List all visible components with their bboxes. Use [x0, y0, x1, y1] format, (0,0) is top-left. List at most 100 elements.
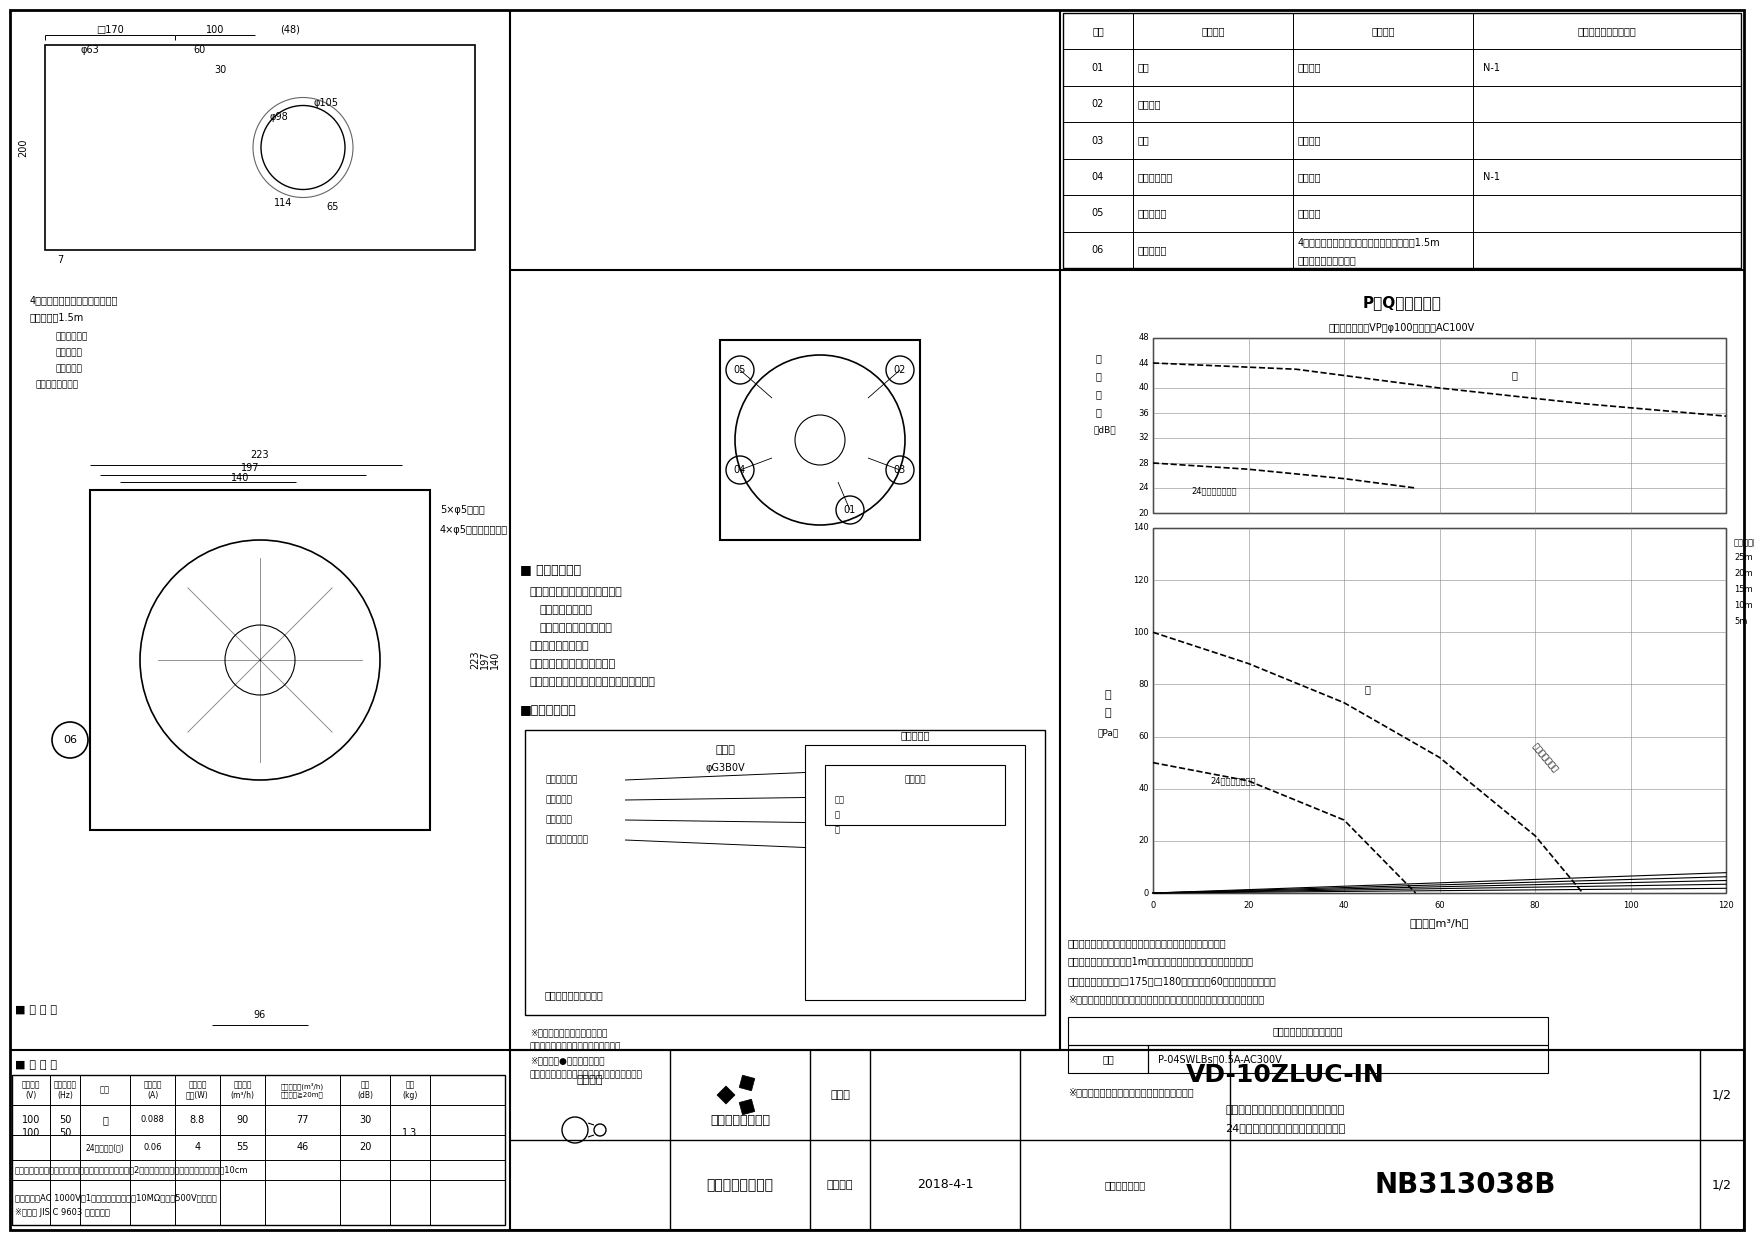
Bar — [46, 45, 475, 250]
Text: 28: 28 — [1138, 459, 1149, 467]
Text: アース（ミドリ）: アース（ミドリ） — [35, 381, 77, 389]
Text: 適応コントロールスイッチ: 適応コントロールスイッチ — [1273, 1025, 1344, 1035]
Bar — [524, 730, 1045, 1016]
Text: 114: 114 — [274, 197, 293, 207]
Text: 197: 197 — [481, 651, 489, 670]
Text: 強: 強 — [1365, 684, 1372, 694]
Text: 40: 40 — [1138, 383, 1149, 393]
Text: 静: 静 — [1105, 691, 1112, 701]
Text: 04: 04 — [1093, 172, 1103, 182]
Text: の組み合わせです。: の組み合わせです。 — [530, 641, 589, 651]
Polygon shape — [717, 1086, 735, 1104]
Text: 25m: 25m — [1735, 553, 1752, 563]
Text: 77: 77 — [296, 1115, 309, 1125]
Text: 強: 強 — [1512, 371, 1517, 381]
Text: 40: 40 — [1138, 784, 1149, 794]
Text: 140: 140 — [489, 651, 500, 670]
Text: 24時間換気機能付　グリル別売タイプ: 24時間換気機能付 グリル別売タイプ — [1224, 1123, 1345, 1133]
Text: φ98: φ98 — [270, 113, 288, 123]
Text: 合成樹脂: 合成樹脂 — [1298, 208, 1321, 218]
Bar — [1068, 1017, 1549, 1045]
Text: 223: 223 — [470, 651, 481, 670]
Text: 電源コード: 電源コード — [1138, 244, 1168, 254]
Text: φ63: φ63 — [81, 45, 100, 55]
Text: 04: 04 — [733, 465, 745, 475]
Bar — [1149, 1045, 1549, 1073]
Text: 197: 197 — [240, 463, 260, 472]
Text: 60: 60 — [195, 45, 207, 55]
Text: 0: 0 — [1151, 900, 1156, 909]
Text: 共通（アカ）: 共通（アカ） — [545, 775, 577, 785]
Text: 02: 02 — [895, 365, 907, 374]
Text: NB313038B: NB313038B — [1373, 1171, 1556, 1199]
Bar — [824, 765, 1005, 825]
Text: ・インテリア格子タイプ: ・インテリア格子タイプ — [540, 622, 612, 632]
Text: 0.06: 0.06 — [144, 1143, 161, 1152]
Text: 強（シロ）: 強（シロ） — [54, 348, 82, 357]
Text: 5m: 5m — [1735, 618, 1747, 626]
Text: 4芯ビニルキャブタイヤケーブル　有効長約1.5m: 4芯ビニルキャブタイヤケーブル 有効長約1.5m — [1298, 237, 1440, 247]
Bar — [1068, 1045, 1149, 1073]
Bar — [510, 1050, 1743, 1230]
Text: 弱（クロ）: 弱（クロ） — [54, 365, 82, 373]
Text: φG3B0V: φG3B0V — [705, 763, 745, 773]
Text: （dB）: （dB） — [1094, 425, 1116, 434]
Text: 46: 46 — [296, 1142, 309, 1152]
Text: 1.3: 1.3 — [402, 1127, 417, 1137]
Text: 80: 80 — [1138, 680, 1149, 689]
Text: アース（ミドリ）: アース（ミドリ） — [545, 836, 588, 844]
Text: 0: 0 — [1144, 889, 1149, 898]
Text: 電　源: 電 源 — [716, 745, 735, 755]
Text: 24時間換気(弱): 24時間換気(弱) — [86, 1143, 125, 1152]
Text: 形名: 形名 — [1102, 1054, 1114, 1064]
Text: 100: 100 — [1622, 900, 1638, 909]
Text: 有効長　約1.5m: 有効長 約1.5m — [30, 312, 84, 322]
Text: 2018-4-1: 2018-4-1 — [917, 1178, 973, 1192]
Text: 形　名: 形 名 — [830, 1090, 851, 1100]
Text: 120: 120 — [1719, 900, 1735, 909]
Text: ■ 特 性 表: ■ 特 性 表 — [16, 1004, 56, 1016]
Text: ■ 特 性 表: ■ 特 性 表 — [16, 1060, 56, 1070]
Text: ダクト接続口: ダクト接続口 — [1138, 172, 1173, 182]
Text: 223: 223 — [251, 450, 270, 460]
Text: 第３角法: 第３角法 — [577, 1075, 603, 1085]
Bar — [719, 340, 921, 539]
Text: 強: 強 — [102, 1115, 109, 1125]
Text: ※電源コードにより結を使用する際は、棒状圧着端子をご使用ください。: ※電源コードにより結を使用する際は、棒状圧着端子をご使用ください。 — [1068, 994, 1265, 1004]
Text: 1/2: 1/2 — [1712, 1089, 1731, 1101]
Text: 20m: 20m — [1735, 569, 1752, 579]
Text: N-1: N-1 — [1482, 63, 1500, 73]
Text: 強: 強 — [835, 811, 840, 820]
Text: 50: 50 — [60, 1115, 72, 1125]
Text: 05: 05 — [733, 365, 745, 374]
Text: コントロールスイッチ: コントロールスイッチ — [545, 990, 603, 999]
Text: 50: 50 — [60, 1127, 72, 1137]
Text: 騒: 騒 — [1094, 389, 1102, 399]
Text: 30: 30 — [360, 1115, 372, 1125]
Text: 65: 65 — [326, 202, 339, 212]
Text: 別売グリルの納入仕様書をご覧ください。: 別売グリルの納入仕様書をご覧ください。 — [530, 677, 656, 687]
Text: ※本機器部分は官業格者である: ※本機器部分は官業格者である — [530, 1028, 607, 1038]
Text: 本仕様書の特性は別売グリルの: 本仕様書の特性は別売グリルの — [530, 587, 623, 596]
Text: 定格電流
(A): 定格電流 (A) — [144, 1080, 161, 1100]
Text: 電動機形式：コンデンサー水久分割単相誘導電動機　2極　シャッター式：風圧式　羽根径：10cm: 電動機形式：コンデンサー水久分割単相誘導電動機 2極 シャッター式：風圧式 羽根… — [16, 1166, 249, 1174]
Text: 4: 4 — [195, 1142, 200, 1152]
Text: 55: 55 — [237, 1142, 249, 1152]
Text: 排気風量
(m³/h): 排気風量 (m³/h) — [230, 1080, 254, 1100]
Text: 市販のジョイントボックスに収めてください。: 市販のジョイントボックスに収めてください。 — [530, 1070, 644, 1080]
Text: 三菱電機株式会社: 三菱電機株式会社 — [710, 1114, 770, 1126]
Text: 30: 30 — [214, 64, 226, 74]
Text: 材　　質: 材 質 — [1372, 26, 1394, 36]
Text: 弱: 弱 — [835, 826, 840, 835]
Text: 36: 36 — [1138, 408, 1149, 418]
Text: 100: 100 — [21, 1115, 40, 1125]
Text: パイプ抵抗曲線: パイプ抵抗曲線 — [1529, 742, 1559, 774]
Text: 96: 96 — [254, 1011, 267, 1021]
Text: 140: 140 — [232, 472, 249, 484]
Text: 共通: 共通 — [835, 796, 845, 805]
Text: ・天井埋込穴寸法　□175～□180（野縁高あ60以下、天井材含む）: ・天井埋込穴寸法 □175～□180（野縁高あ60以下、天井材含む） — [1068, 976, 1277, 986]
Text: 風　量（m³/h）: 風 量（m³/h） — [1410, 918, 1470, 928]
Text: 4芯ビニルキャブタイヤケーブル: 4芯ビニルキャブタイヤケーブル — [30, 295, 118, 305]
Text: 合成樹脂: 合成樹脂 — [1298, 63, 1321, 73]
Text: ※仕様は場合により変更することがあります。: ※仕様は場合により変更することがあります。 — [1068, 1087, 1194, 1097]
